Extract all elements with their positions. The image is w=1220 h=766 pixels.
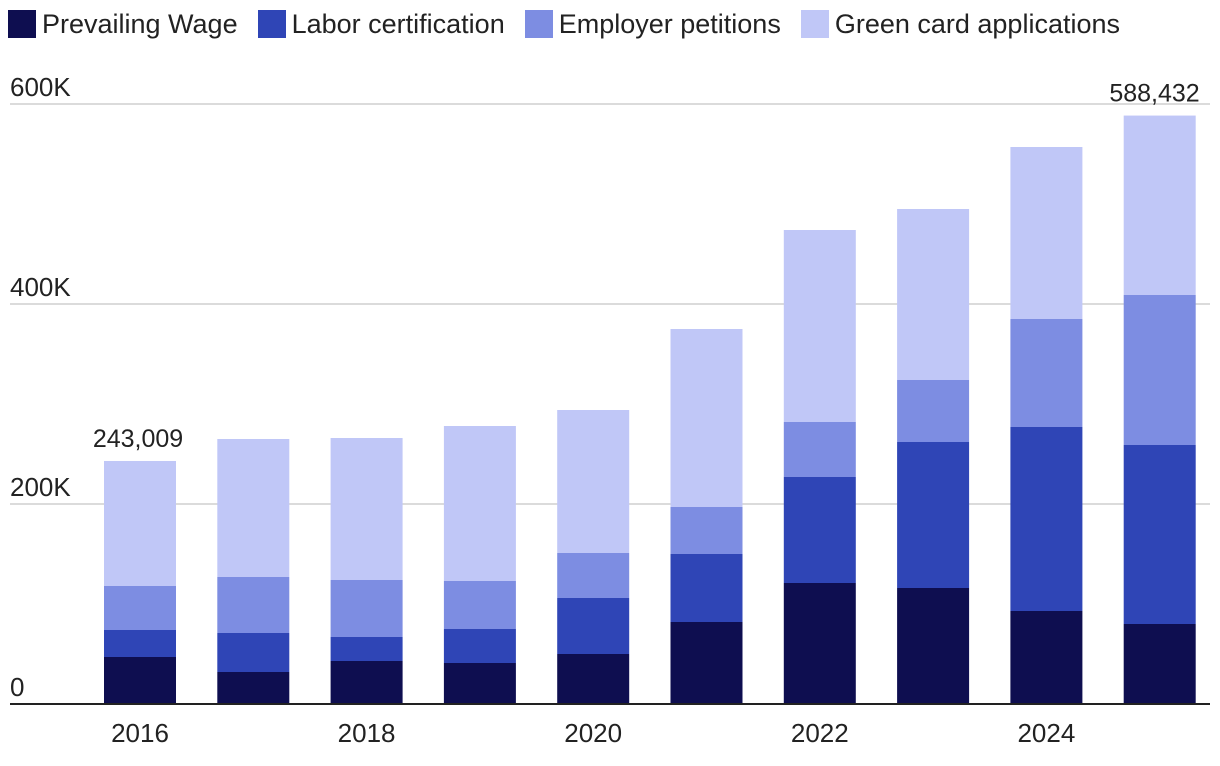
- legend-swatch: [257, 10, 286, 38]
- bar-segment: [443, 663, 516, 704]
- bar-segment: [217, 672, 290, 704]
- legend-swatch: [800, 10, 829, 38]
- bar-segment: [897, 209, 970, 380]
- chart-legend: Prevailing Wage Labor certification Employ…: [8, 6, 1140, 42]
- bar-segment: [557, 598, 630, 654]
- legend-label: Prevailing Wage: [42, 8, 238, 39]
- bar-segment: [104, 657, 176, 704]
- bar-segment: [443, 629, 516, 663]
- total-annotation: 588,432: [1109, 80, 1199, 108]
- bar-segment: [1123, 115, 1196, 296]
- bar-segment: [217, 633, 290, 672]
- bar-segment: [783, 477, 856, 583]
- legend-label: Employer petitions: [558, 8, 781, 39]
- y-tick-label: 600K: [10, 72, 71, 102]
- bar-segment: [783, 583, 856, 704]
- x-tick-label: 2020: [564, 718, 622, 748]
- bar-segment: [330, 637, 403, 661]
- bar-segment: [557, 553, 630, 598]
- legend-item: Employer petitions: [524, 8, 781, 40]
- bar-segment: [1010, 427, 1083, 611]
- bar-segment: [330, 580, 403, 637]
- bar-segment: [1123, 445, 1196, 624]
- bar-segment: [670, 622, 743, 704]
- bar-segment: [1010, 147, 1083, 319]
- legend-swatch: [524, 10, 553, 38]
- bar-segment: [670, 329, 743, 507]
- x-tick-label: 2024: [1017, 718, 1075, 748]
- legend-swatch: [8, 10, 36, 38]
- legend-item: Green card applications: [800, 8, 1120, 40]
- bar-segment: [217, 439, 290, 577]
- legend-label: Labor certification: [291, 8, 505, 39]
- total-annotation: 243,009: [93, 425, 183, 453]
- legend-item: Labor certification: [257, 8, 505, 40]
- bar-segment: [897, 380, 970, 442]
- legend-item: Prevailing Wage: [8, 9, 238, 40]
- bar-segment: [1123, 624, 1196, 704]
- bar-segment: [443, 581, 516, 629]
- bar-segment: [1010, 611, 1083, 704]
- bar-segment: [557, 410, 630, 553]
- bar-segment: [897, 588, 970, 704]
- bar-segment: [443, 426, 516, 581]
- bar-segment: [330, 661, 403, 704]
- bar-segment: [897, 442, 970, 588]
- bar-segment: [670, 554, 743, 622]
- bar-segment: [104, 630, 176, 657]
- bar-segment: [104, 586, 176, 630]
- x-tick-label: 2018: [338, 718, 396, 748]
- y-tick-label: 200K: [10, 472, 71, 502]
- x-tick-label: 2022: [791, 718, 849, 748]
- bar-segment: [783, 230, 856, 422]
- bar-segment: [217, 577, 290, 633]
- bar-segment: [330, 438, 403, 580]
- x-tick-label: 2016: [111, 718, 169, 748]
- legend-label: Green card applications: [834, 8, 1120, 39]
- bar-segment: [670, 507, 743, 554]
- y-tick-label: 400K: [10, 272, 71, 302]
- bar-segment: [1010, 319, 1083, 427]
- bar-segment: [104, 460, 176, 586]
- bar-segment: [783, 422, 856, 477]
- bar-segment: [1123, 295, 1196, 445]
- bar-segment: [557, 654, 630, 704]
- y-tick-label: 0: [10, 672, 24, 702]
